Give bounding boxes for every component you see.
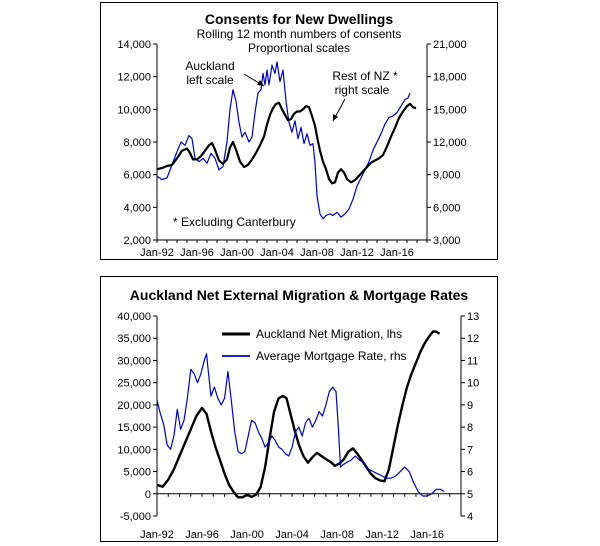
left-tick-label: 20,000 bbox=[117, 400, 151, 412]
annotation-auckland-scale: left scale bbox=[186, 73, 234, 87]
left-tick-label: 0 bbox=[145, 489, 151, 501]
consents-chart-panel bbox=[100, 2, 498, 260]
right-tick-label: 12 bbox=[467, 333, 479, 345]
right-tick-label: 13 bbox=[467, 311, 479, 323]
right-tick-label: 9,000 bbox=[433, 170, 461, 182]
right-tick-label: 9 bbox=[467, 400, 473, 412]
right-tick-label: 12,000 bbox=[433, 137, 467, 149]
annotation-auckland: Auckland bbox=[185, 59, 234, 73]
chart-title: Consents for New Dwellings bbox=[205, 11, 393, 27]
x-tick-label: Jan-00 bbox=[230, 529, 264, 541]
right-tick-label: 21,000 bbox=[433, 39, 467, 51]
series-line-migration bbox=[156, 330, 441, 499]
left-tick-label: 5,000 bbox=[123, 467, 151, 479]
right-tick-label: 10 bbox=[467, 378, 479, 390]
x-tick-label: Jan-04 bbox=[275, 529, 309, 541]
x-tick-label: Jan-92 bbox=[140, 247, 174, 259]
x-tick-label: Jan-08 bbox=[320, 529, 354, 541]
annotation-rest-arrowhead bbox=[333, 114, 338, 121]
chart-subtitle: Rolling 12 month numbers of consents bbox=[197, 27, 402, 41]
right-tick-label: 15,000 bbox=[433, 104, 467, 116]
right-tick-label: 11 bbox=[467, 355, 478, 367]
chart-subtitle: Proportional scales bbox=[248, 41, 350, 55]
chart-title: Auckland Net External Migration & Mortga… bbox=[130, 287, 469, 303]
x-tick-label: Jan-00 bbox=[220, 247, 254, 259]
x-tick-label: Jan-04 bbox=[260, 247, 294, 259]
left-tick-label: 25,000 bbox=[117, 378, 151, 390]
annotation-rest-of-nz: Rest of NZ * bbox=[332, 69, 398, 83]
right-tick-label: 8 bbox=[467, 422, 473, 434]
x-tick-label: Jan-92 bbox=[140, 529, 174, 541]
series-line-auckland bbox=[156, 61, 411, 220]
x-tick-label: Jan-12 bbox=[365, 529, 399, 541]
left-tick-label: 14,000 bbox=[117, 39, 151, 51]
x-tick-label: Jan-16 bbox=[410, 529, 444, 541]
x-tick-label: Jan-96 bbox=[185, 529, 219, 541]
left-tick-label: 35,000 bbox=[117, 333, 151, 345]
annotation-rest-of-nz-scale: right scale bbox=[335, 83, 390, 97]
footnote-excluding-canterbury: * Excluding Canterbury bbox=[173, 215, 296, 229]
right-tick-label: 3,000 bbox=[433, 235, 461, 247]
left-tick-label: 10,000 bbox=[117, 444, 151, 456]
series-line-mortgage bbox=[156, 353, 445, 497]
right-tick-label: 7 bbox=[467, 444, 473, 456]
left-tick-label: 15,000 bbox=[117, 422, 151, 434]
series-line-rest_of_nz bbox=[156, 101, 417, 185]
x-tick-label: Jan-08 bbox=[300, 247, 334, 259]
right-tick-label: 6,000 bbox=[433, 202, 461, 214]
left-tick-label: -5,000 bbox=[120, 511, 151, 523]
right-tick-label: 6 bbox=[467, 467, 473, 479]
x-tick-label: Jan-12 bbox=[340, 247, 374, 259]
left-tick-label: 10,000 bbox=[117, 104, 151, 116]
right-tick-label: 4 bbox=[467, 511, 473, 523]
annotation-auckland-arrowhead bbox=[257, 80, 264, 86]
left-tick-label: 2,000 bbox=[123, 235, 151, 247]
migration-chart-panel bbox=[100, 276, 498, 542]
left-tick-label: 8,000 bbox=[123, 137, 151, 149]
right-tick-label: 5 bbox=[467, 489, 473, 501]
x-tick-label: Jan-16 bbox=[380, 247, 414, 259]
left-tick-label: 4,000 bbox=[123, 202, 151, 214]
left-tick-label: 12,000 bbox=[117, 72, 151, 84]
legend-label-mortgage: Average Mortgage Rate, rhs bbox=[256, 349, 407, 363]
x-tick-label: Jan-96 bbox=[180, 247, 214, 259]
left-tick-label: 40,000 bbox=[117, 311, 151, 323]
left-tick-label: 30,000 bbox=[117, 355, 151, 367]
left-tick-label: 6,000 bbox=[123, 170, 151, 182]
legend-label-migration: Auckland Net Migration, lhs bbox=[256, 327, 402, 341]
right-tick-label: 18,000 bbox=[433, 72, 467, 84]
